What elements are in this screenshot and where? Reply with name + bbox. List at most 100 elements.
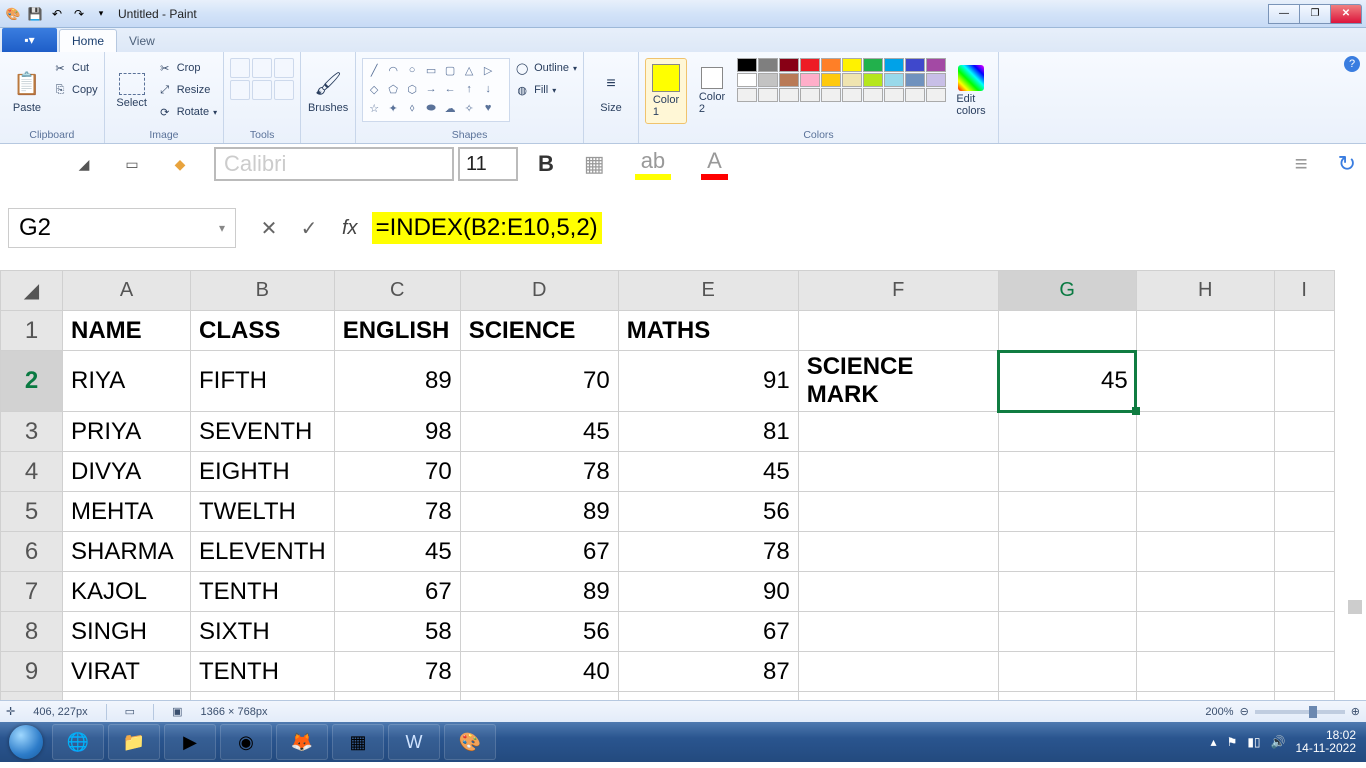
cell-D4[interactable]: 78: [460, 452, 618, 492]
cell-B8[interactable]: SIXTH: [191, 612, 335, 652]
paste-button[interactable]: 📋 Paste: [6, 58, 48, 124]
tb-word[interactable]: W: [388, 724, 440, 760]
zoom-out-button[interactable]: ⊖: [1240, 705, 1249, 718]
cell-F1[interactable]: [798, 311, 998, 351]
palette-swatch[interactable]: [737, 73, 757, 87]
pencil-tool[interactable]: [230, 58, 250, 78]
palette-swatch[interactable]: [779, 58, 799, 72]
col-header-H[interactable]: H: [1136, 271, 1274, 311]
col-header-G[interactable]: G: [998, 271, 1136, 311]
palette-swatch[interactable]: [926, 58, 946, 72]
redo-icon[interactable]: ↷: [70, 5, 88, 23]
cell-E4[interactable]: 45: [618, 452, 798, 492]
palette-swatch[interactable]: [737, 58, 757, 72]
row-header[interactable]: 5: [1, 492, 63, 532]
size-button[interactable]: ≡ Size: [590, 58, 632, 124]
cell-B2[interactable]: FIFTH: [191, 351, 335, 412]
picker-tool[interactable]: [252, 80, 272, 100]
fill-button[interactable]: ◍Fill ▾: [514, 80, 577, 100]
cell-F3[interactable]: [798, 412, 998, 452]
cell-C10[interactable]: 78: [334, 692, 460, 701]
col-header-D[interactable]: D: [460, 271, 618, 311]
cell-D2[interactable]: 70: [460, 351, 618, 412]
cell-G9[interactable]: [998, 652, 1136, 692]
copy-button[interactable]: ⎘Copy: [52, 80, 98, 100]
fill-tool[interactable]: [252, 58, 272, 78]
vscroll-indicator[interactable]: [1348, 600, 1362, 614]
cell-E10[interactable]: 78: [618, 692, 798, 701]
cell-D3[interactable]: 45: [460, 412, 618, 452]
edit-colors-button[interactable]: Edit colors: [950, 58, 992, 124]
zoom-tool[interactable]: [274, 80, 294, 100]
cell-C4[interactable]: 70: [334, 452, 460, 492]
palette-swatch[interactable]: [863, 58, 883, 72]
cell-C1[interactable]: ENGLISH: [334, 311, 460, 351]
tb-chrome[interactable]: ◉: [220, 724, 272, 760]
cell-C3[interactable]: 98: [334, 412, 460, 452]
volume-icon[interactable]: 🔊: [1271, 735, 1286, 749]
cell-A4[interactable]: DIVYA: [63, 452, 191, 492]
cell-G10[interactable]: [998, 692, 1136, 701]
cell-I1[interactable]: [1274, 311, 1334, 351]
cell-H6[interactable]: [1136, 532, 1274, 572]
cell-I2[interactable]: [1274, 351, 1334, 412]
cell-G5[interactable]: [998, 492, 1136, 532]
cell-A3[interactable]: PRIYA: [63, 412, 191, 452]
cell-G3[interactable]: [998, 412, 1136, 452]
cell-G4[interactable]: [998, 452, 1136, 492]
cell-D5[interactable]: 89: [460, 492, 618, 532]
cell-D8[interactable]: 56: [460, 612, 618, 652]
col-header-A[interactable]: A: [63, 271, 191, 311]
row-header[interactable]: 9: [1, 652, 63, 692]
cell-F4[interactable]: [798, 452, 998, 492]
save-icon[interactable]: 💾: [26, 5, 44, 23]
palette-swatch[interactable]: [926, 88, 946, 102]
palette-swatch[interactable]: [905, 58, 925, 72]
cell-H5[interactable]: [1136, 492, 1274, 532]
cell-H7[interactable]: [1136, 572, 1274, 612]
palette-swatch[interactable]: [905, 73, 925, 87]
network-icon[interactable]: ▮▯: [1247, 735, 1260, 749]
tab-view[interactable]: View: [117, 30, 167, 52]
palette-swatch[interactable]: [842, 58, 862, 72]
cell-G1[interactable]: [998, 311, 1136, 351]
cell-G2[interactable]: 45: [998, 351, 1136, 412]
color2-button[interactable]: Color 2: [691, 58, 733, 124]
col-header-C[interactable]: C: [334, 271, 460, 311]
row-header[interactable]: 6: [1, 532, 63, 572]
row-header[interactable]: 2: [1, 351, 63, 412]
name-box[interactable]: G2 ▾: [8, 208, 236, 248]
zoom-slider[interactable]: [1255, 710, 1345, 714]
palette-swatch[interactable]: [821, 88, 841, 102]
cell-B3[interactable]: SEVENTH: [191, 412, 335, 452]
palette-swatch[interactable]: [842, 88, 862, 102]
cut-button[interactable]: ✂Cut: [52, 58, 98, 78]
palette-swatch[interactable]: [842, 73, 862, 87]
cell-C2[interactable]: 89: [334, 351, 460, 412]
cell-G6[interactable]: [998, 532, 1136, 572]
palette-swatch[interactable]: [800, 73, 820, 87]
tb-mediaplayer[interactable]: ▶: [164, 724, 216, 760]
cell-H3[interactable]: [1136, 412, 1274, 452]
cell-H10[interactable]: [1136, 692, 1274, 701]
palette-swatch[interactable]: [821, 58, 841, 72]
cell-D10[interactable]: 50: [460, 692, 618, 701]
brushes-button[interactable]: 🖌 Brushes: [307, 58, 349, 124]
cell-A9[interactable]: VIRAT: [63, 652, 191, 692]
palette-swatch[interactable]: [800, 88, 820, 102]
tray-more-icon[interactable]: ▴: [1211, 735, 1217, 749]
cell-F8[interactable]: [798, 612, 998, 652]
fx-icon[interactable]: fx: [342, 217, 358, 240]
system-tray[interactable]: ▴ ⚑ ▮▯ 🔊 18:02 14-11-2022: [1211, 729, 1362, 755]
chevron-down-icon[interactable]: ▾: [219, 221, 225, 235]
cell-B9[interactable]: TENTH: [191, 652, 335, 692]
clock[interactable]: 18:02 14-11-2022: [1296, 729, 1357, 755]
start-button[interactable]: [4, 723, 48, 761]
cancel-formula-button[interactable]: ✕: [254, 213, 284, 243]
help-icon[interactable]: ?: [1344, 56, 1360, 72]
cell-A2[interactable]: RIYA: [63, 351, 191, 412]
cell-I7[interactable]: [1274, 572, 1334, 612]
palette-swatch[interactable]: [821, 73, 841, 87]
crop-button[interactable]: ✂Crop: [157, 58, 217, 78]
close-button[interactable]: ✕: [1330, 4, 1362, 24]
